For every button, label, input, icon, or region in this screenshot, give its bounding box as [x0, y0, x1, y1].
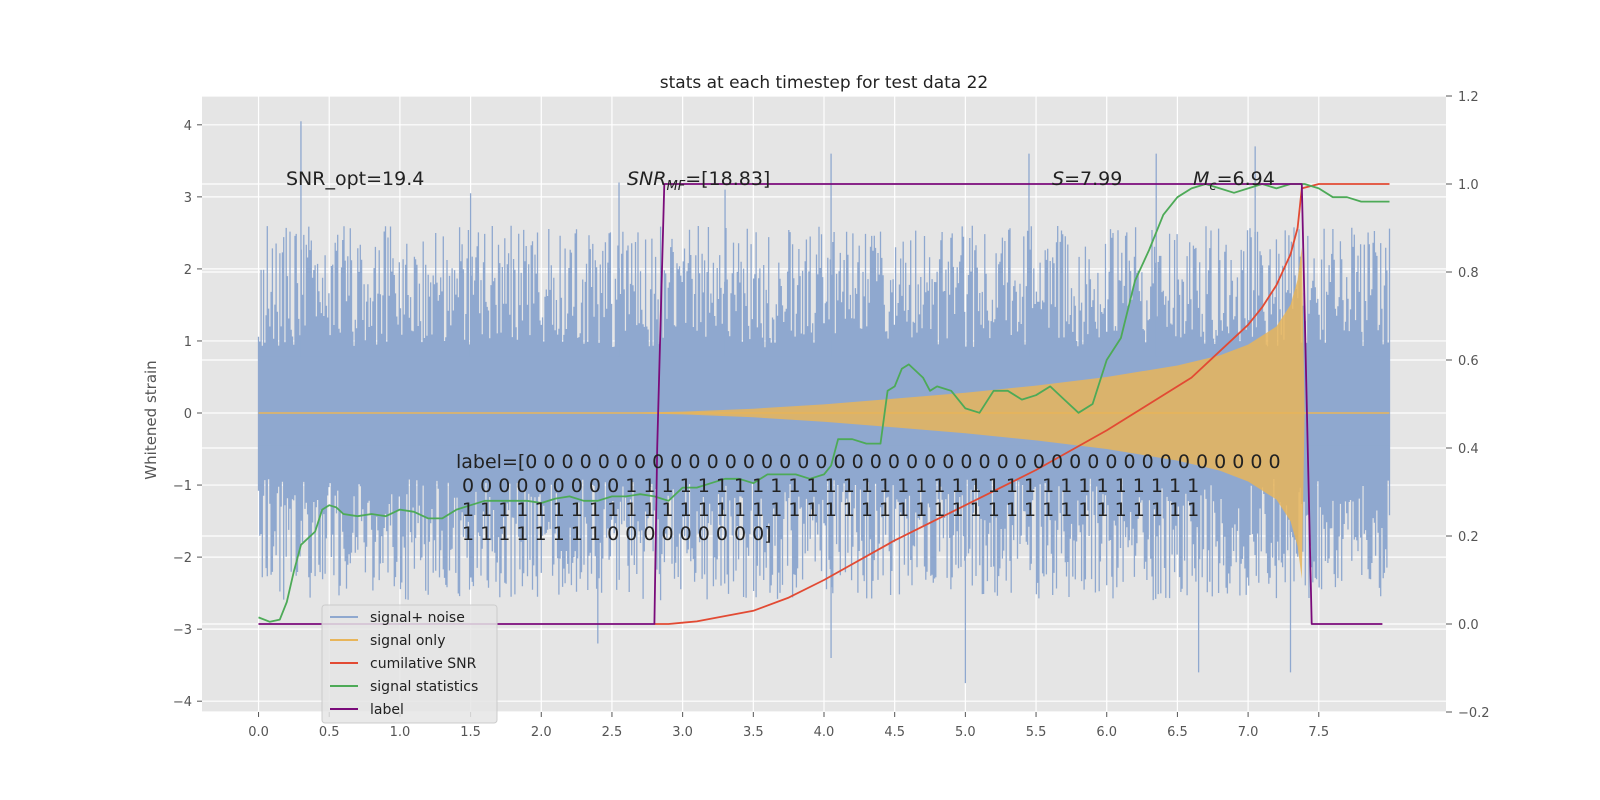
snr-mf-symbol: SNR [627, 168, 666, 190]
y2-tick-label: 1.2 [1458, 90, 1479, 105]
label-line: 1 1 1 1 1 1 1 1 1 1 1 1 1 1 1 1 1 1 1 1 … [456, 499, 1199, 521]
label-line: label=[0 0 0 0 0 0 0 0 0 0 0 0 0 0 0 0 0… [456, 451, 1281, 473]
y-tick-label: −4 [173, 695, 192, 710]
x-tick-label: 4.5 [884, 725, 905, 740]
y-tick-label: 1 [184, 335, 192, 350]
x-tick-label: 6.0 [1096, 725, 1117, 740]
y2-tick-label: 1.0 [1458, 178, 1479, 193]
x-tick-label: 4.0 [814, 725, 835, 740]
mc-value: =6.94 [1217, 168, 1275, 190]
legend-label-signal-only: signal only [370, 633, 445, 649]
y2-tick-label: 0.8 [1458, 266, 1479, 281]
y2-tick-label: 0.2 [1458, 530, 1479, 545]
x-tick-label: 1.5 [460, 725, 481, 740]
y-tick-label: 2 [184, 263, 192, 278]
x-tick-label: 2.5 [602, 725, 623, 740]
s-value: =7.99 [1064, 168, 1122, 190]
x-tick-label: 5.0 [955, 725, 976, 740]
snr-opt-annotation: SNR_opt=19.4 [286, 168, 424, 190]
mc-subscript: c [1209, 179, 1216, 194]
x-tick-label: 3.5 [743, 725, 764, 740]
s-annotation: S=7.99 [1052, 168, 1122, 190]
snr-mf-annotation: SNRMF=[18.83] [627, 168, 770, 194]
signal-statistics-line [258, 183, 1390, 623]
mc-annotation: Mc=6.94 [1193, 168, 1275, 194]
y-tick-label: −1 [173, 479, 192, 494]
y2-tick-label: 0.0 [1458, 618, 1479, 633]
label-line-series [258, 183, 1383, 625]
legend-label-cumulative-snr: cumilative SNR [370, 656, 477, 672]
y-tick-label: 4 [184, 119, 192, 134]
snr-mf-value: =[18.83] [685, 168, 770, 190]
s-symbol: S [1052, 168, 1064, 190]
label-array-annotation: label=[0 0 0 0 0 0 0 0 0 0 0 0 0 0 0 0 0… [456, 451, 1281, 545]
x-tick-label: 2.0 [531, 725, 552, 740]
cumulative-snr-line [654, 183, 1390, 625]
y-tick-label: 3 [184, 191, 192, 206]
x-tick-label: 0.5 [319, 725, 340, 740]
snr-mf-subscript: MF [666, 179, 685, 194]
legend-label-signal-noise: signal+ noise [370, 610, 465, 626]
legend: signal+ noise signal only cumilative SNR… [321, 604, 498, 724]
y2-tick-label: 0.4 [1458, 442, 1479, 457]
x-tick-label: 7.5 [1308, 725, 1329, 740]
y-tick-label: 0 [184, 407, 192, 422]
y-tick-label: −2 [173, 551, 192, 566]
legend-label-signal-statistics: signal statistics [370, 679, 478, 695]
x-tick-label: 5.5 [1026, 725, 1047, 740]
chart-title: stats at each timestep for test data 22 [660, 73, 989, 93]
label-line: 0 0 0 0 0 0 0 0 0 1 1 1 1 1 1 1 1 1 1 1 … [456, 475, 1199, 497]
x-tick-label: 0.0 [248, 725, 269, 740]
y2-tick-label: 0.6 [1458, 354, 1479, 369]
x-tick-label: 1.0 [390, 725, 411, 740]
y-tick-label: −3 [173, 623, 192, 638]
x-tick-label: 7.0 [1238, 725, 1259, 740]
x-tick-label: 6.5 [1167, 725, 1188, 740]
signal-only-series [258, 247, 1390, 579]
y2-tick-label: −0.2 [1458, 706, 1490, 721]
right-axis-series [258, 183, 1390, 625]
tick-labels: 0.0 0.5 1.0 1.5 2.0 2.5 3.0 3.5 4.0 4.5 5.0 5.5 6.0 6… [173, 90, 1490, 740]
mc-symbol: M [1193, 168, 1209, 190]
y-axis-label: Whitened strain [142, 360, 160, 479]
legend-label-label: label [370, 702, 404, 718]
legend-box [321, 604, 498, 724]
label-line: 1 1 1 1 1 1 1 1 0 0 0 0 0 0 0 0 0] [456, 523, 772, 545]
x-tick-label: 3.0 [672, 725, 693, 740]
